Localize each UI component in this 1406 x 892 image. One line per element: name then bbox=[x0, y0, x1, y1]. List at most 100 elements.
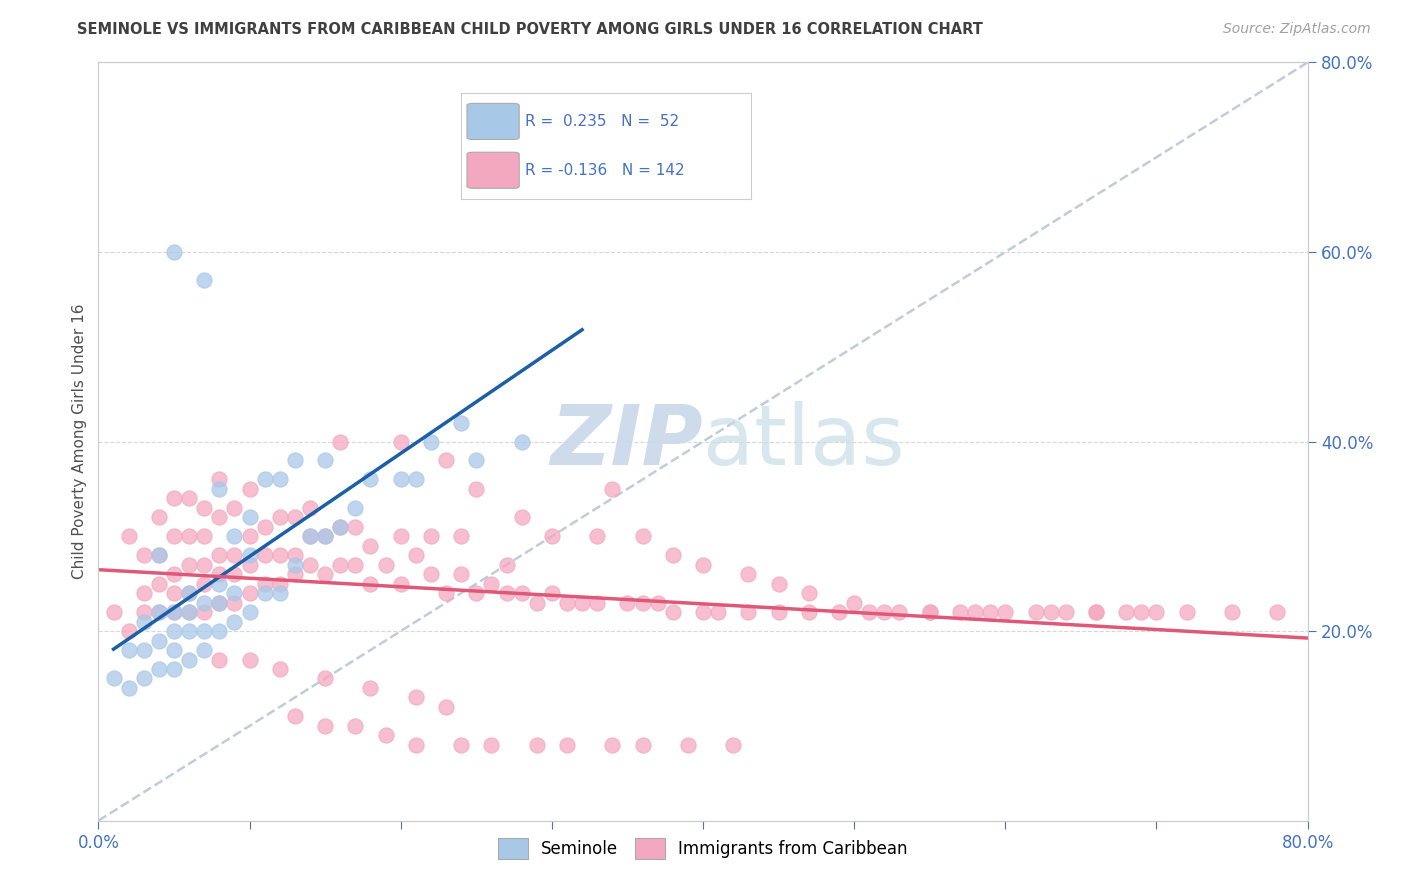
Point bbox=[239, 558, 262, 572]
Point bbox=[269, 548, 291, 563]
Point bbox=[299, 558, 322, 572]
Point bbox=[148, 605, 170, 619]
Point bbox=[1144, 605, 1167, 619]
Point bbox=[118, 624, 141, 639]
Point bbox=[1130, 605, 1153, 619]
Point bbox=[661, 548, 683, 563]
Point bbox=[1115, 605, 1137, 619]
Point bbox=[179, 652, 201, 666]
Point bbox=[344, 520, 367, 534]
Point bbox=[631, 529, 654, 543]
Point bbox=[389, 529, 412, 543]
Point bbox=[179, 605, 201, 619]
Point bbox=[224, 529, 246, 543]
Text: SEMINOLE VS IMMIGRANTS FROM CARIBBEAN CHILD POVERTY AMONG GIRLS UNDER 16 CORRELA: SEMINOLE VS IMMIGRANTS FROM CARIBBEAN CH… bbox=[77, 22, 983, 37]
Point bbox=[676, 738, 699, 752]
Point bbox=[965, 605, 987, 619]
Point bbox=[314, 567, 336, 582]
Point bbox=[132, 672, 155, 686]
Point bbox=[314, 672, 336, 686]
Point bbox=[768, 576, 790, 591]
Text: ZIP: ZIP bbox=[550, 401, 703, 482]
Text: Source: ZipAtlas.com: Source: ZipAtlas.com bbox=[1223, 22, 1371, 37]
Point bbox=[450, 738, 472, 752]
Point bbox=[389, 576, 412, 591]
Point bbox=[179, 586, 201, 600]
Point bbox=[450, 416, 472, 430]
Point bbox=[163, 529, 186, 543]
Point bbox=[148, 605, 170, 619]
Point bbox=[208, 548, 231, 563]
Point bbox=[132, 615, 155, 629]
Point bbox=[495, 586, 517, 600]
Point bbox=[602, 738, 624, 752]
Point bbox=[193, 624, 215, 639]
Point bbox=[193, 529, 215, 543]
Point bbox=[481, 576, 503, 591]
Point bbox=[179, 491, 201, 506]
Point bbox=[481, 738, 503, 752]
Point bbox=[208, 473, 231, 487]
Point bbox=[631, 596, 654, 610]
Point bbox=[118, 529, 141, 543]
Point bbox=[329, 520, 352, 534]
Point bbox=[148, 576, 170, 591]
Y-axis label: Child Poverty Among Girls Under 16: Child Poverty Among Girls Under 16 bbox=[72, 304, 87, 579]
Text: atlas: atlas bbox=[703, 401, 904, 482]
Point bbox=[737, 567, 759, 582]
Point bbox=[224, 596, 246, 610]
Point bbox=[1054, 605, 1077, 619]
Point bbox=[239, 529, 262, 543]
Point bbox=[163, 624, 186, 639]
Point bbox=[389, 473, 412, 487]
Point bbox=[179, 586, 201, 600]
Point bbox=[103, 672, 125, 686]
Point bbox=[1267, 605, 1289, 619]
Point bbox=[239, 548, 262, 563]
Point bbox=[434, 586, 457, 600]
Point bbox=[239, 605, 262, 619]
Point bbox=[208, 652, 231, 666]
Point bbox=[405, 690, 427, 705]
Point bbox=[555, 738, 578, 752]
Point bbox=[299, 500, 322, 515]
Point bbox=[737, 605, 759, 619]
Point bbox=[797, 586, 820, 600]
Point bbox=[284, 548, 307, 563]
Point bbox=[179, 529, 201, 543]
Point bbox=[269, 662, 291, 676]
Point bbox=[344, 558, 367, 572]
Point bbox=[828, 605, 851, 619]
Point bbox=[208, 576, 231, 591]
Point bbox=[495, 558, 517, 572]
Point bbox=[148, 548, 170, 563]
Point bbox=[360, 539, 382, 553]
Point bbox=[889, 605, 911, 619]
Point bbox=[132, 643, 155, 657]
Point bbox=[1175, 605, 1198, 619]
Point bbox=[510, 434, 533, 449]
Point bbox=[344, 719, 367, 733]
Point bbox=[647, 596, 669, 610]
Point bbox=[374, 728, 396, 742]
Point bbox=[239, 652, 262, 666]
Point bbox=[118, 681, 141, 695]
Point bbox=[1085, 605, 1108, 619]
Point bbox=[526, 738, 548, 752]
Point bbox=[163, 244, 186, 259]
Point bbox=[193, 558, 215, 572]
Point bbox=[465, 482, 488, 496]
Point bbox=[118, 643, 141, 657]
Point bbox=[163, 567, 186, 582]
Point bbox=[103, 605, 125, 619]
Point bbox=[555, 596, 578, 610]
Point bbox=[510, 586, 533, 600]
Point bbox=[360, 681, 382, 695]
Point bbox=[299, 529, 322, 543]
Point bbox=[344, 500, 367, 515]
Point bbox=[314, 529, 336, 543]
Point bbox=[949, 605, 972, 619]
Point bbox=[526, 596, 548, 610]
Point bbox=[253, 576, 276, 591]
Point bbox=[163, 586, 186, 600]
